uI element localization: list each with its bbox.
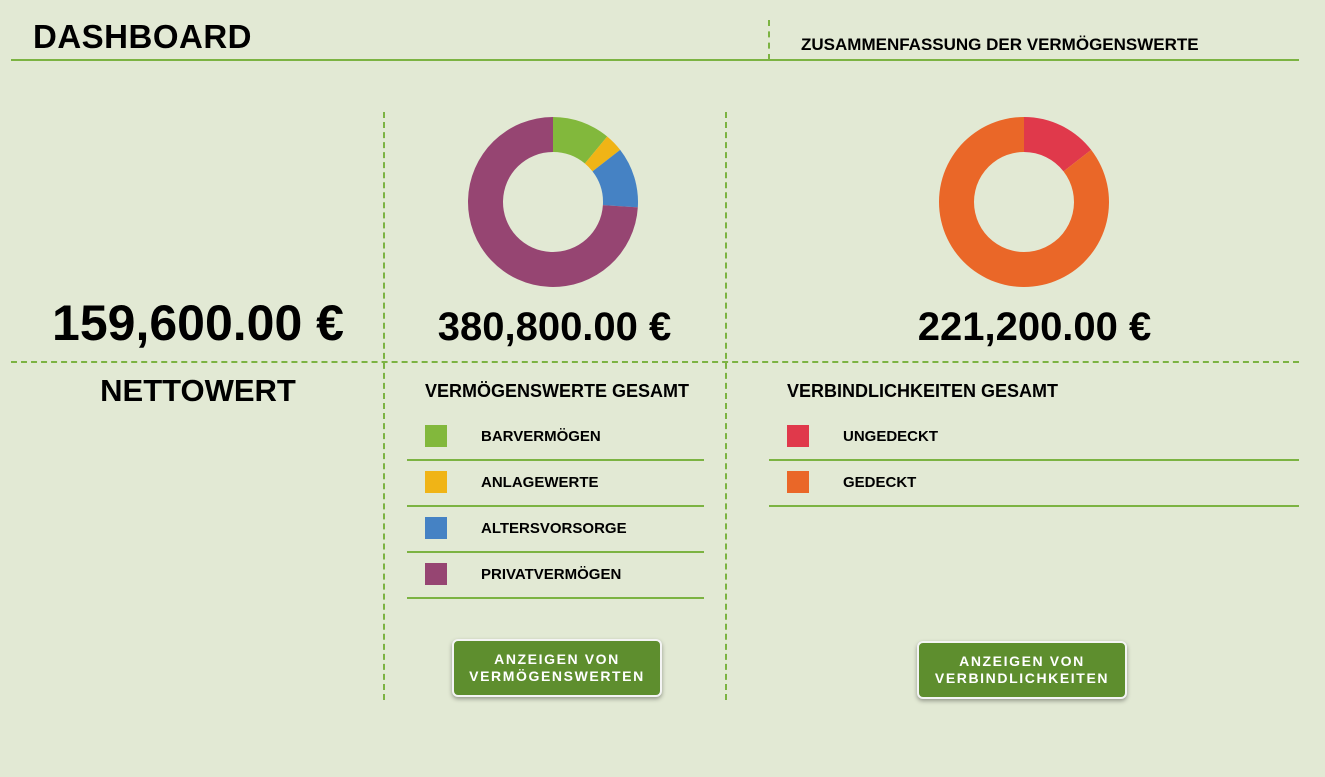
legend-item-barvermoegen: BARVERMÖGEN [407, 413, 704, 461]
column-divider-1 [383, 112, 385, 700]
page-subtitle: ZUSAMMENFASSUNG DER VERMÖGENSWERTE [801, 35, 1199, 54]
net-worth-value: 159,600.00 € [52, 295, 344, 351]
assets-donut-chart [468, 117, 638, 287]
liabilities-donut-chart [939, 117, 1109, 287]
legend-swatch [787, 425, 809, 447]
legend-item-privatvermoegen: PRIVATVERMÖGEN [407, 551, 704, 599]
donut-slice-altersvorsorge [592, 149, 638, 208]
legend-label: BARVERMÖGEN [481, 427, 601, 445]
donut-slice-barvermögen [553, 117, 608, 164]
legend-swatch [787, 471, 809, 493]
legend-item-ungedeckt: UNGEDECKT [769, 413, 1299, 461]
button-label-line1: ANZEIGEN VON [494, 651, 620, 667]
legend-item-gedeckt: GEDECKT [769, 459, 1299, 507]
donut-slice-anlagewerte [584, 136, 621, 172]
assets-heading: VERMÖGENSWERTE GESAMT [425, 381, 690, 401]
legend-label: UNGEDECKT [843, 427, 939, 445]
legend-item-anlagewerte: ANLAGEWERTE [407, 459, 704, 507]
button-label-line2: VERMÖGENSWERTEN [469, 668, 645, 684]
net-worth-label: NETTOWERT [100, 373, 296, 408]
page-title: DASHBOARD [33, 18, 252, 55]
donut-slice-gedeckt [939, 117, 1109, 287]
legend-label: PRIVATVERMÖGEN [481, 565, 622, 583]
legend-swatch [425, 563, 447, 585]
view-assets-button[interactable]: ANZEIGEN VON VERMÖGENSWERTEN [452, 639, 662, 697]
row-divider [11, 361, 1299, 363]
legend-item-altersvorsorge: ALTERSVORSORGE [407, 505, 704, 553]
column-divider-2 [725, 112, 727, 700]
header-underline [11, 59, 1299, 61]
assets-total-value: 380,800.00 € [437, 305, 672, 349]
donut-slice-privatvermögen [468, 117, 638, 287]
legend-label: GEDECKT [843, 473, 917, 491]
button-label-line2: VERBINDLICHKEITEN [934, 670, 1110, 686]
liabilities-heading: VERBINDLICHKEITEN GESAMT [787, 381, 1059, 401]
legend-label: ALTERSVORSORGE [481, 519, 627, 537]
legend-swatch [425, 471, 447, 493]
button-label-line1: ANZEIGEN VON [959, 653, 1085, 669]
legend-label: ANLAGEWERTE [481, 473, 599, 491]
legend-swatch [425, 517, 447, 539]
view-liabilities-button[interactable]: ANZEIGEN VON VERBINDLICHKEITEN [917, 641, 1127, 699]
header-divider [768, 20, 770, 60]
legend-swatch [425, 425, 447, 447]
donut-slice-ungedeckt [1024, 117, 1092, 172]
liabilities-total-value: 221,200.00 € [917, 305, 1152, 349]
